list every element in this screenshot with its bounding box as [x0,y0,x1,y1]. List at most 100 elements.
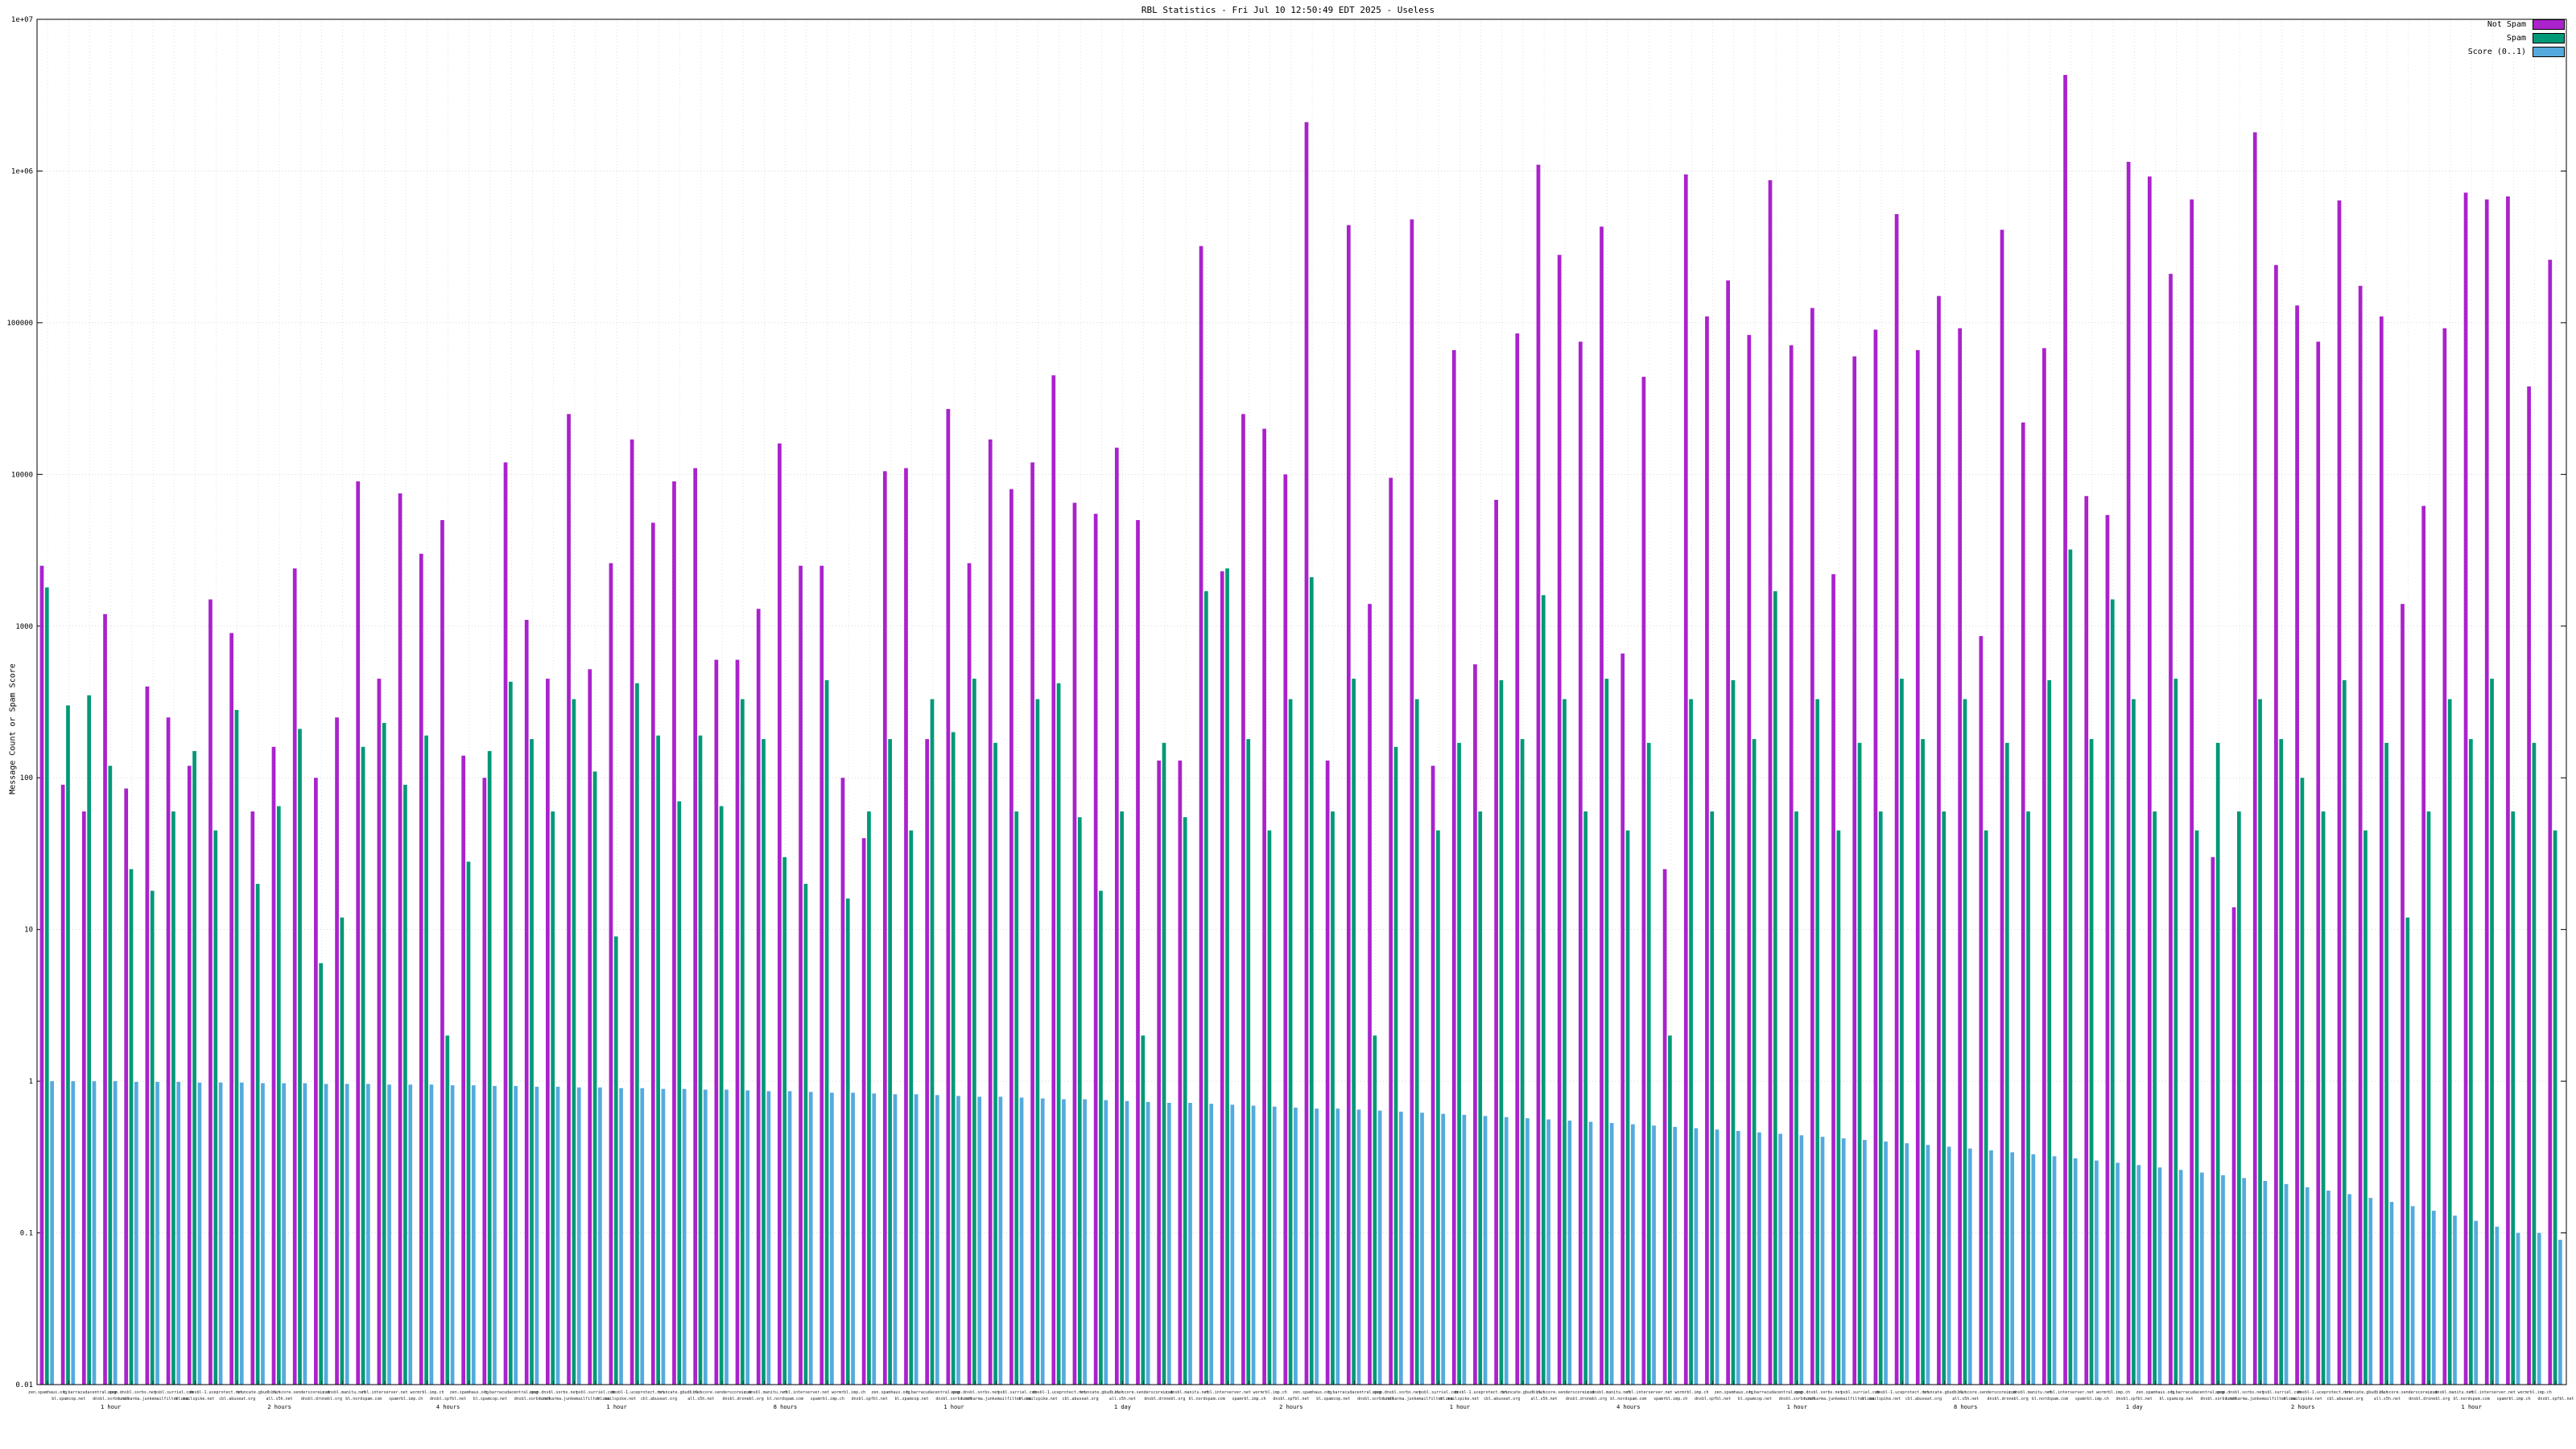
bar-spam [888,739,892,1385]
bar-score-0-1- [1483,1116,1488,1385]
bar-spam [1689,699,1693,1385]
x-tick-label: dnsbl.sorbs.net [93,1397,129,1402]
bar-not-spam [2401,604,2405,1385]
bar-not-spam [1220,571,1224,1385]
bar-not-spam [250,811,255,1385]
bar-score-0-1- [956,1096,960,1385]
bar-spam [2300,778,2305,1385]
x-tick-label: b.barracudacentral.org [63,1390,116,1395]
bar-not-spam [524,619,529,1385]
bar-spam [298,729,302,1385]
x-tick-label: zen.spamhaus.org [1293,1390,1331,1395]
x-tick-label: dnsbl.spfbl.net [1695,1397,1731,1402]
bar-spam [2532,742,2537,1385]
bar-spam [1120,811,1124,1385]
y-tick-label: 0.01 [15,1381,33,1389]
x-sub-label: 1 hour [943,1404,964,1410]
bar-score-0-1- [261,1083,265,1385]
bar-spam [255,883,260,1385]
bar-not-spam [335,717,339,1385]
bar-not-spam [1600,226,1604,1385]
bar-score-0-1- [1609,1123,1614,1385]
bar-score-0-1- [598,1087,602,1385]
bar-not-spam [2506,196,2510,1385]
y-tick-label: 1e+07 [11,16,33,24]
bar-not-spam [2126,162,2131,1385]
bar-score-0-1- [1525,1118,1530,1385]
x-sub-label: 2 hours [2291,1404,2315,1410]
bar-spam [1352,679,1356,1385]
x-tick-label: ix.dnsbl.manitu.net [2006,1390,2052,1395]
bar-score-0-1- [1715,1129,1719,1385]
bar-not-spam [2274,265,2278,1385]
y-tick-label: 100000 [6,320,33,328]
bar-score-0-1- [830,1092,834,1385]
bar-score-0-1- [851,1092,855,1385]
bar-score-0-1- [555,1086,560,1385]
bar-score-0-1- [1778,1133,1782,1385]
x-tick-label: rbl.interserver.net [2048,1390,2094,1395]
bar-not-spam [271,746,276,1385]
bar-spam [1478,811,1483,1385]
bar-score-0-1- [2537,1232,2541,1385]
bar-spam [1963,699,1967,1385]
bar-spam [487,751,492,1385]
bar-spam [150,890,155,1385]
bar-not-spam [2295,305,2299,1385]
y-tick-label: 0.1 [20,1230,33,1238]
x-tick-label: bl.score.senderscore.com [271,1390,329,1395]
bar-spam [1794,811,1798,1385]
bar-score-0-1- [1441,1113,1446,1385]
x-tick-label: bl.mailspike.net [1862,1397,1901,1402]
bar-score-0-1- [2389,1202,2394,1385]
x-tick-label: bl.nordspam.com [2454,1397,2490,1402]
bar-not-spam [39,565,44,1385]
bar-spam [319,963,324,1385]
bar-score-0-1- [1757,1132,1761,1385]
x-sub-label: 4 hours [436,1404,460,1410]
bar-not-spam [1325,760,1330,1385]
bar-spam [2321,811,2326,1385]
bar-not-spam [1831,574,1835,1385]
bar-not-spam [440,520,444,1385]
bar-spam [740,699,745,1385]
bar-not-spam [2063,75,2067,1385]
bar-score-0-1- [1230,1104,1235,1385]
x-tick-label: bl.mailspike.net [597,1397,636,1402]
x-tick-label: dnsbl.sorbs.net [1779,1397,1815,1402]
bar-spam [951,732,956,1385]
x-tick-label: zen.spamhaus.org [1715,1390,1753,1395]
bar-not-spam [1030,462,1034,1385]
bar-spam [1836,830,1841,1385]
bar-score-0-1- [2010,1152,2015,1385]
bar-not-spam [2190,199,2194,1385]
bar-score-0-1- [2305,1187,2310,1385]
bar-score-0-1- [1062,1099,1066,1385]
x-tick-label: psbl.surriel.com [155,1390,193,1395]
bar-not-spam [1768,180,1773,1385]
x-tick-label: spamrbl.imp.ch [1232,1397,1265,1402]
x-tick-label: wormrbl.imp.ch [2096,1390,2130,1395]
x-tick-label: all.s5h.net [266,1397,293,1402]
x-sub-label: 1 hour [1450,1404,1470,1410]
bar-score-0-1- [2178,1170,2183,1385]
bar-score-0-1- [345,1084,349,1385]
bar-not-spam [1557,254,1562,1385]
bar-score-0-1- [2410,1206,2415,1385]
bar-spam [1583,811,1588,1385]
bar-not-spam [398,493,402,1385]
bar-not-spam [1410,219,1414,1385]
bar-score-0-1- [282,1083,286,1385]
bar-not-spam [1157,760,1162,1385]
x-tick-label: wormrbl.imp.ch [1253,1390,1287,1395]
x-tick-label: all.s5h.net [2374,1397,2401,1402]
bar-score-0-1- [1272,1106,1277,1385]
bar-score-0-1- [1040,1098,1045,1385]
bar-spam [719,806,724,1385]
bar-score-0-1- [535,1086,539,1385]
x-tick-label: bl.nordspam.com [2032,1397,2068,1402]
bar-score-0-1- [1504,1117,1509,1385]
bar-not-spam [166,717,171,1385]
bar-not-spam [1641,377,1646,1385]
bar-spam [1900,679,1904,1385]
